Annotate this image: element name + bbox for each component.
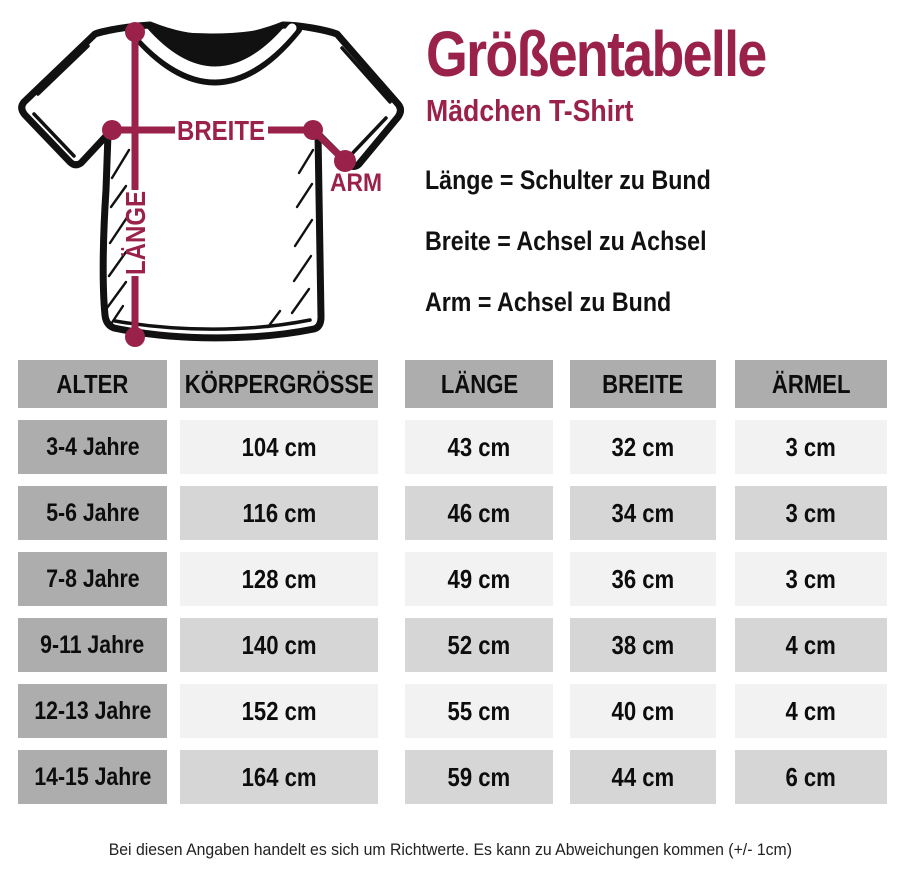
age-cell: 5-6 Jahre (18, 486, 167, 540)
table-row: 3-4 Jahre 104 cm 43 cm 32 cm 3 cm (18, 420, 887, 474)
value-cell: 152 cm (180, 684, 378, 738)
collar-neck-fill (146, 25, 286, 67)
value-cell: 32 cm (570, 420, 716, 474)
breite-measure-label: BREITE (177, 115, 265, 146)
size-table: ALTER KÖRPERGRÖSSE LÄNGE BREITE ÄRMEL 3-… (18, 360, 887, 816)
value-cell: 3 cm (735, 552, 887, 606)
table-row: 14-15 Jahre 164 cm 59 cm 44 cm 6 cm (18, 750, 887, 804)
legend-arm: Arm = Achsel zu Bund (425, 287, 672, 317)
page-title: Größentabelle (426, 18, 767, 90)
collar-rib-gap (133, 23, 297, 79)
value-cell: 4 cm (735, 618, 887, 672)
arm-end-dot (334, 150, 356, 172)
header-cell-alter: ALTER (18, 360, 167, 408)
tshirt-diagram: BREITE LÄNGE ARM (18, 21, 404, 347)
age-cell: 3-4 Jahre (18, 420, 167, 474)
value-cell: 55 cm (405, 684, 553, 738)
legend-laenge: Länge = Schulter zu Bund (425, 165, 711, 195)
age-cell: 7-8 Jahre (18, 552, 167, 606)
value-cell: 4 cm (735, 684, 887, 738)
value-cell: 140 cm (180, 618, 378, 672)
table-row: 5-6 Jahre 116 cm 46 cm 34 cm 3 cm (18, 486, 887, 540)
age-cell: 14-15 Jahre (18, 750, 167, 804)
disclaimer-note: Bei diesen Angaben handelt es sich um Ri… (108, 840, 792, 859)
value-cell: 34 cm (570, 486, 716, 540)
header-cell-aermel: ÄRMEL (735, 360, 887, 408)
legend-breite: Breite = Achsel zu Achsel (425, 226, 707, 256)
tshirt-outline (18, 21, 404, 342)
value-cell: 49 cm (405, 552, 553, 606)
age-cell: 12-13 Jahre (18, 684, 167, 738)
shoulder-dot (125, 22, 145, 42)
collar-outer-line (128, 27, 302, 86)
hatching-marks (105, 148, 315, 329)
table-header-row: ALTER KÖRPERGRÖSSE LÄNGE BREITE ÄRMEL (18, 360, 887, 408)
header-cell-koerpergroesse: KÖRPERGRÖSSE (180, 360, 378, 408)
value-cell: 128 cm (180, 552, 378, 606)
right-armpit-dot (303, 120, 323, 140)
value-cell: 104 cm (180, 420, 378, 474)
age-cell: 9-11 Jahre (18, 618, 167, 672)
value-cell: 43 cm (405, 420, 553, 474)
value-cell: 36 cm (570, 552, 716, 606)
header-cell-laenge: LÄNGE (405, 360, 553, 408)
table-row: 12-13 Jahre 152 cm 55 cm 40 cm 4 cm (18, 684, 887, 738)
seam-lines (32, 44, 392, 331)
measurement-legend: Länge = Schulter zu Bund Breite = Achsel… (425, 167, 757, 350)
left-armpit-dot (102, 120, 122, 140)
value-cell: 6 cm (735, 750, 887, 804)
table-row: 7-8 Jahre 128 cm 49 cm 36 cm 3 cm (18, 552, 887, 606)
value-cell: 116 cm (180, 486, 378, 540)
hem-dot (125, 327, 145, 347)
measurement-overlay: BREITE LÄNGE ARM (102, 22, 382, 347)
arm-measure-label: ARM (330, 169, 382, 197)
table-row: 9-11 Jahre 140 cm 52 cm 38 cm 4 cm (18, 618, 887, 672)
page-subtitle: Mädchen T-Shirt (426, 93, 634, 128)
value-cell: 44 cm (570, 750, 716, 804)
value-cell: 40 cm (570, 684, 716, 738)
value-cell: 38 cm (570, 618, 716, 672)
laenge-measure-label: LÄNGE (120, 191, 151, 275)
value-cell: 59 cm (405, 750, 553, 804)
value-cell: 46 cm (405, 486, 553, 540)
header-cell-breite: BREITE (570, 360, 716, 408)
value-cell: 3 cm (735, 420, 887, 474)
value-cell: 52 cm (405, 618, 553, 672)
value-cell: 3 cm (735, 486, 887, 540)
value-cell: 164 cm (180, 750, 378, 804)
